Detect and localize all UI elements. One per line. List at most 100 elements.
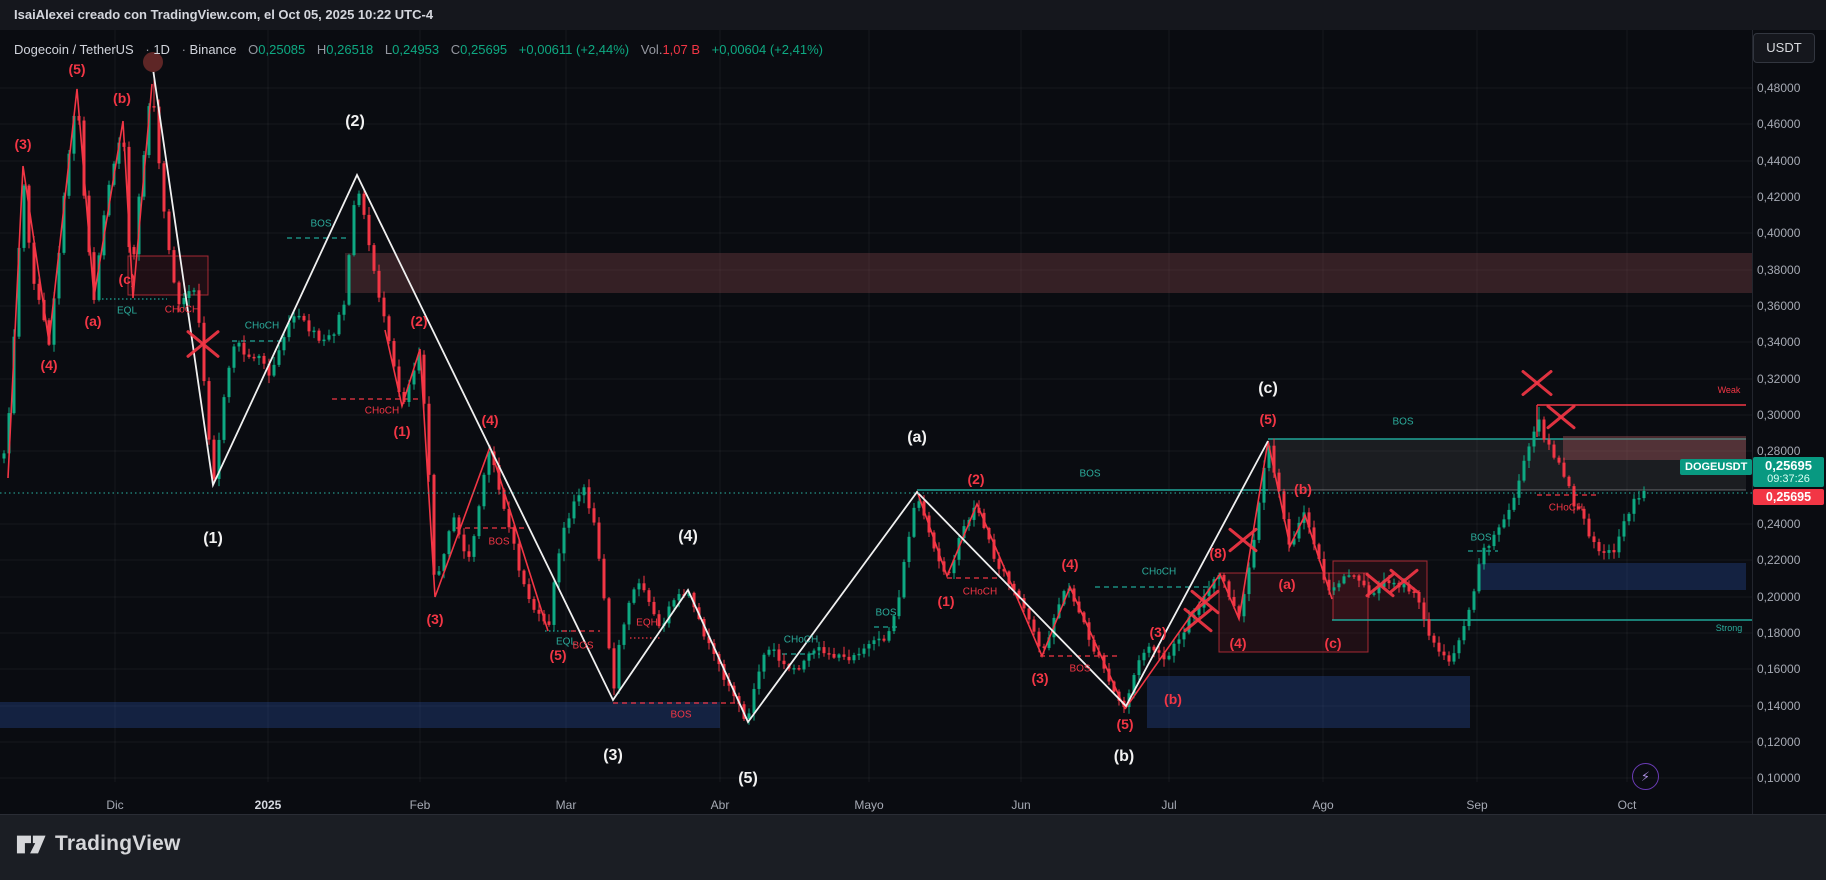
demand-navy-right <box>1478 563 1746 590</box>
candle-body <box>762 654 766 672</box>
candle-body <box>1262 467 1266 503</box>
candle-body <box>222 397 226 440</box>
candle-body <box>1337 583 1341 588</box>
red-wave-zigzag <box>384 329 549 632</box>
volume-change-value: +0,00604 (+2,41%) <box>711 42 823 57</box>
candle-body <box>332 334 336 336</box>
tradingview-logo[interactable]: TradingView <box>16 831 181 857</box>
close-value: 0,25695 <box>460 42 508 57</box>
currency-toggle-button[interactable]: USDT <box>1753 33 1815 63</box>
candle-body <box>152 106 156 108</box>
candle-body <box>1552 444 1556 458</box>
candle-body <box>962 526 966 539</box>
exchange: Binance <box>189 42 237 57</box>
instant-trading-icon[interactable]: ⚡ <box>1632 763 1659 790</box>
candle-body <box>367 214 371 246</box>
candle-body <box>1307 512 1311 528</box>
candle-body <box>147 106 151 156</box>
symbol-title: Dogecoin / TetherUS <box>14 42 134 57</box>
candle-body <box>117 142 121 164</box>
candle-body <box>922 501 926 516</box>
open-value: 0,25085 <box>258 42 306 57</box>
open-label: O <box>248 42 259 57</box>
candle-body <box>807 653 811 661</box>
candle-body <box>797 668 801 670</box>
candle-body <box>172 250 176 283</box>
candle-body <box>1422 602 1426 620</box>
candle-body <box>32 242 36 284</box>
candle-body <box>477 506 481 537</box>
candle-body <box>247 354 251 357</box>
candle-body <box>1022 598 1026 609</box>
candle-body <box>1257 502 1261 540</box>
candle-body <box>622 624 626 645</box>
volume-value: 1,07 B <box>662 42 701 57</box>
candle-body <box>692 592 696 608</box>
candle-body <box>1147 646 1151 653</box>
candle-body <box>1177 639 1181 644</box>
candle-body <box>1602 551 1606 553</box>
candle-body <box>387 316 391 342</box>
footer-bar: TradingView <box>0 814 1826 880</box>
candle-body <box>277 350 281 365</box>
change-value: +0,00611 (+2,44%) <box>518 42 630 57</box>
alert-price-badge: 0,25695 <box>1753 489 1824 505</box>
candle-body <box>1342 576 1346 584</box>
candle-body <box>1457 640 1461 654</box>
candle-body <box>272 364 276 376</box>
candle-body <box>132 247 136 255</box>
candle-body <box>1502 519 1506 528</box>
candle-body <box>1607 550 1611 553</box>
candle-body <box>1432 635 1436 643</box>
candle-body <box>1247 567 1251 595</box>
candle-body <box>722 664 726 680</box>
candle-body <box>867 644 871 649</box>
candle-body <box>1057 604 1061 618</box>
candle-body <box>1062 591 1066 605</box>
candle-body <box>772 649 776 651</box>
candle-body <box>1092 639 1096 652</box>
x-mark-icon <box>1521 370 1553 396</box>
candle-body <box>1507 509 1511 520</box>
candle-body <box>702 618 706 637</box>
supply-band-right <box>1563 436 1746 460</box>
candle-body <box>1582 508 1586 519</box>
candle-body <box>182 297 186 305</box>
x-mark-icon <box>1546 404 1576 430</box>
candle-body <box>432 474 436 575</box>
candle-body <box>1347 575 1351 577</box>
candle-body <box>532 599 536 610</box>
candle-body <box>1112 681 1116 692</box>
candle-body <box>347 255 351 305</box>
candle-body <box>1427 619 1431 636</box>
candle-body <box>317 330 321 341</box>
chart-legend[interactable]: Dogecoin / TetherUS · 1D · Binance O0,25… <box>14 42 823 57</box>
high-value: 0,26518 <box>326 42 374 57</box>
candle-body <box>267 363 271 376</box>
candle-body <box>1042 646 1046 648</box>
candle-body <box>312 330 316 333</box>
candle-body <box>1272 445 1276 473</box>
candle-body <box>157 106 161 164</box>
candle-body <box>362 193 366 215</box>
candle-body <box>1207 588 1211 596</box>
candle-body <box>1557 457 1561 463</box>
candle-body <box>1167 655 1171 660</box>
candle-body <box>1027 608 1031 620</box>
x-mark-icon <box>1183 607 1213 633</box>
candle-body <box>907 536 911 562</box>
candle-body <box>577 495 581 502</box>
candle-body <box>1382 580 1386 588</box>
candle-body <box>1332 587 1336 591</box>
candle-body <box>487 451 491 475</box>
candle-body <box>1562 462 1566 477</box>
candle-body <box>1527 446 1531 461</box>
candle-body <box>1612 550 1616 553</box>
candle-body <box>1642 491 1646 499</box>
candle-body <box>7 413 11 454</box>
candle-body <box>537 609 541 614</box>
candle-body <box>462 534 466 552</box>
candle-body <box>572 501 576 519</box>
candle-body <box>1377 587 1381 594</box>
